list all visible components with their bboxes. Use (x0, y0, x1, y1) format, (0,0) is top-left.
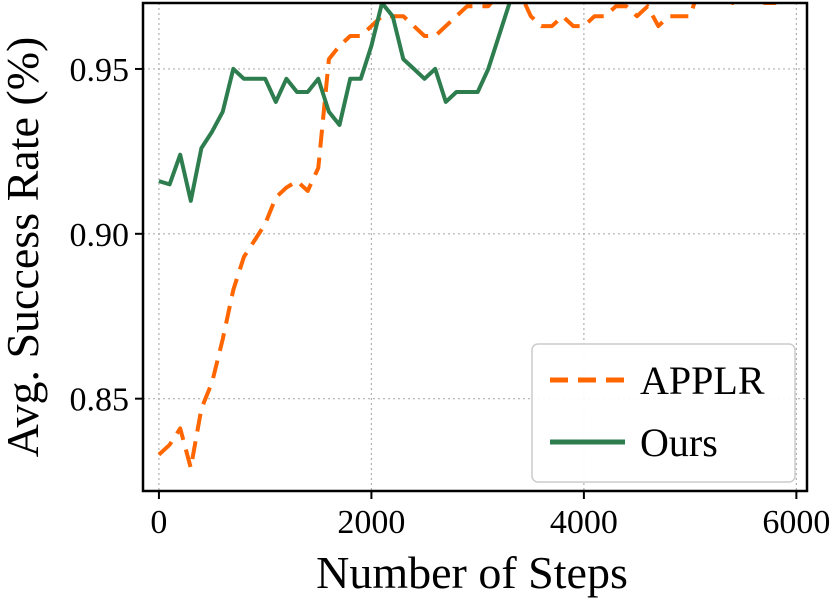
series-layer (157, 3, 778, 470)
plot-frame (141, 1, 809, 493)
series-line-applr (157, 3, 778, 470)
x-tick-label: 4000 (550, 504, 618, 541)
x-tick-label: 2000 (337, 504, 405, 541)
legend: APPLR Ours (531, 343, 796, 483)
y-axis-label: Avg. Success Rate (%) (0, 37, 48, 458)
y-tick-label: 0.95 (70, 52, 130, 89)
x-tick-label: 0 (150, 504, 167, 541)
y-tick-label: 0.90 (70, 217, 130, 254)
x-axis-label: Number of Steps (316, 547, 628, 598)
y-tick-label: 0.85 (70, 382, 130, 419)
legend-label-applr: APPLR (640, 358, 765, 403)
legend-label-ours: Ours (640, 420, 718, 465)
x-axis: 0 2000 4000 6000 (150, 491, 830, 541)
series-line-ours (158, 3, 512, 203)
legend-box (531, 343, 796, 483)
y-axis: 0.85 0.90 0.95 (70, 52, 143, 419)
x-tick-label: 6000 (762, 504, 830, 541)
